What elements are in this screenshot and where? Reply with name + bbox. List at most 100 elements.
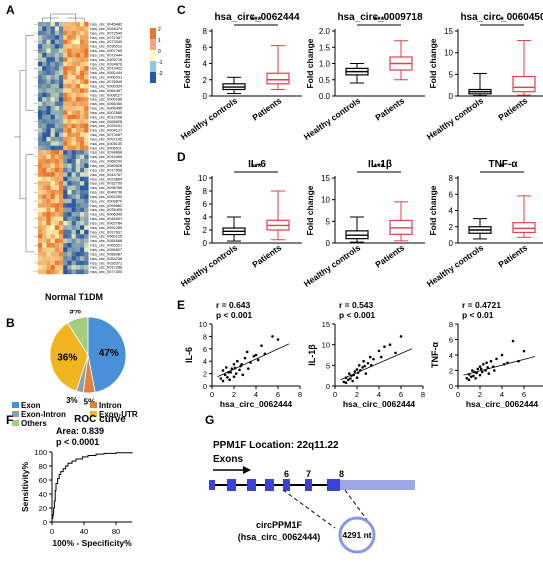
y-tick-label: 2.0	[319, 27, 331, 36]
heatmap-cell	[42, 26, 47, 32]
heatmap-cell	[38, 220, 43, 226]
heatmap-cell	[42, 256, 47, 261]
scatter-point	[355, 376, 359, 380]
heatmap-cell	[84, 163, 89, 169]
scatter-point	[362, 359, 365, 363]
heatmap-cell	[50, 79, 55, 85]
heatmap-cell	[46, 176, 51, 182]
heatmap-cell	[63, 216, 68, 222]
heatmap-cell	[67, 22, 72, 27]
heatmap-cell	[71, 141, 76, 146]
scatter-point	[485, 361, 488, 365]
heatmap-cell	[50, 119, 55, 124]
heatmap-row-label: hsa_circ_0099862	[90, 203, 122, 208]
roc-curve	[51, 452, 133, 522]
heatmap-cell	[80, 44, 85, 49]
heatmap-cell	[63, 251, 68, 257]
heatmap-cell	[42, 185, 47, 191]
heatmap-cell	[75, 75, 81, 80]
heatmap-cell	[54, 234, 60, 239]
heatmap-cell	[80, 92, 85, 98]
heatmap-cell	[71, 88, 76, 93]
heatmap-cell	[38, 163, 43, 169]
heatmap-cell	[84, 132, 89, 138]
heatmap-cell	[42, 128, 47, 133]
heatmap-row-label: hsa_circ_0065321	[90, 243, 122, 248]
heatmap-cell	[80, 35, 85, 40]
x-tick-label: 8	[298, 390, 302, 399]
heatmap-cell	[59, 48, 64, 54]
heatmap-cell	[50, 185, 55, 191]
heatmap-cell	[67, 35, 72, 40]
heatmap-cell	[38, 114, 43, 120]
heatmap-cell	[42, 234, 47, 239]
gene-start-block	[209, 480, 215, 490]
regression-line	[463, 356, 536, 376]
x-category-label: Healthy controls	[302, 95, 363, 141]
panel-a-label: A	[6, 3, 15, 17]
heatmap-cell	[71, 220, 76, 226]
box-title: hsa_circ_0062444	[214, 12, 300, 23]
heatmap-cell	[50, 176, 55, 182]
heatmap-cell	[84, 203, 89, 208]
heatmap-cell	[71, 22, 76, 27]
heatmap-cell	[38, 260, 43, 266]
heatmap-cell	[38, 207, 43, 213]
heatmap-cell	[80, 66, 85, 71]
heatmap-cell	[71, 66, 76, 71]
scatter-point	[495, 357, 498, 361]
heatmap-cell	[38, 159, 43, 164]
heatmap-cell	[67, 141, 72, 146]
scale-label: 2	[158, 27, 161, 33]
circrna-name: circPPM1F	[256, 520, 303, 530]
heatmap-cell	[50, 52, 55, 58]
pie-label: 36%	[57, 353, 77, 364]
heatmap-cell	[84, 159, 89, 164]
heatmap-cell	[46, 39, 51, 45]
heatmap-cell	[59, 229, 64, 235]
scatter-point	[482, 363, 485, 366]
heatmap-cell	[54, 44, 60, 49]
heatmap-cell	[50, 128, 55, 133]
heatmap-cell	[54, 247, 60, 253]
heatmap-cell	[54, 110, 60, 116]
heatmap-row-label: hsa_circ_0035409	[90, 207, 122, 212]
pie-label: 3%	[66, 396, 78, 405]
corr-p: p < 0.01	[462, 310, 494, 320]
heatmap-cell	[80, 194, 85, 200]
y-tick-label: 0	[43, 518, 47, 527]
scatter-point	[355, 368, 359, 371]
heatmap-cell	[42, 243, 47, 248]
heatmap-cell	[67, 220, 72, 226]
heatmap-cell	[54, 83, 60, 89]
heatmap-cell	[80, 106, 85, 111]
heatmap-cell	[50, 57, 55, 62]
y-tick-label: 8	[203, 332, 207, 341]
heatmap-cell	[67, 194, 72, 200]
heatmap-cell	[75, 128, 81, 133]
heatmap-cell	[84, 225, 89, 230]
heatmap-cell	[84, 181, 89, 186]
heatmap-cell	[75, 207, 81, 213]
heatmap-cell	[46, 52, 51, 58]
heatmap-cell	[71, 216, 76, 222]
y-axis-label: IL-6	[184, 347, 194, 363]
y-tick-label: 10	[199, 320, 207, 329]
heatmap-cell	[84, 70, 89, 76]
heatmap-cell	[75, 132, 81, 138]
heatmap-cell	[54, 145, 60, 151]
heatmap-cell	[80, 61, 85, 67]
heatmap-cell	[71, 265, 76, 270]
heatmap-cell	[42, 212, 47, 217]
heatmap-row-label: hsa_circ_0062444	[90, 70, 123, 75]
heatmap-cell	[54, 251, 60, 257]
legend-swatch	[90, 402, 97, 408]
y-tick-label: 6	[203, 345, 207, 354]
x-axis-label: hsa_circ_0062444	[343, 399, 416, 409]
heatmap-cell	[46, 154, 51, 160]
scatter-point	[221, 379, 225, 383]
heatmap-cell	[42, 52, 47, 58]
heatmap-cell	[59, 110, 64, 116]
heatmap-cell	[63, 136, 68, 142]
